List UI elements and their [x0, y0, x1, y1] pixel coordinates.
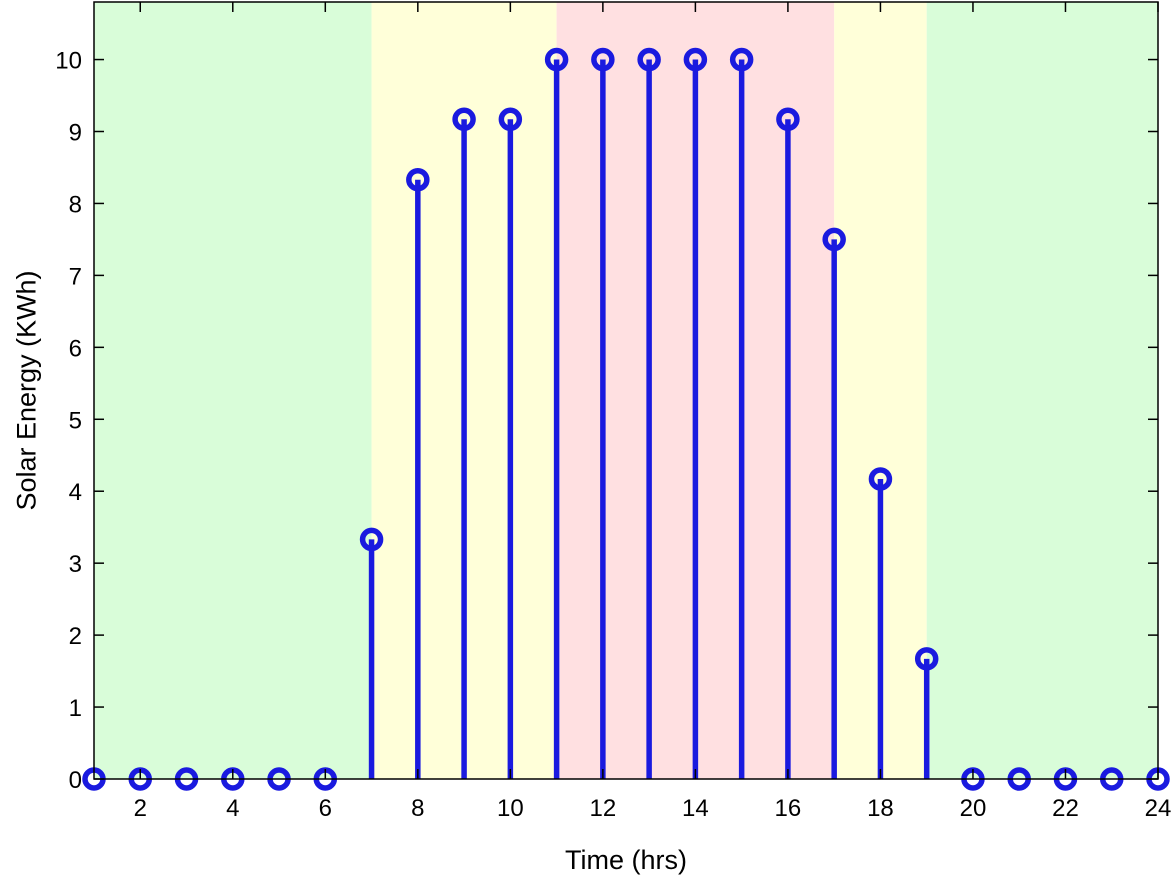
- y-tick-label: 6: [69, 335, 82, 362]
- y-tick-label: 7: [69, 263, 82, 290]
- stem-marker-16: [776, 107, 800, 132]
- y-axis-title: Solar Energy (KWh): [11, 270, 41, 510]
- y-tick-label: 4: [69, 479, 82, 506]
- y-tick-label: 1: [69, 695, 82, 722]
- background-band-5: [926, 2, 1158, 779]
- y-tick-label: 9: [69, 120, 82, 147]
- x-tick-label: 8: [411, 795, 424, 822]
- stem-marker-10: [498, 107, 523, 132]
- x-axis-ticks: 2 4 6 8 10 12 14 16 18 20 22 24: [134, 2, 1172, 822]
- background-band-1: [94, 2, 372, 779]
- stem-marker-15: [729, 47, 754, 72]
- background-bands: [94, 2, 1158, 779]
- x-axis-title: Time (hrs): [565, 845, 687, 875]
- x-tick-label: 14: [682, 795, 709, 822]
- y-tick-label: 5: [69, 407, 82, 434]
- x-tick-label: 12: [590, 795, 617, 822]
- x-tick-label: 10: [497, 795, 524, 822]
- stem-marker-18: [868, 467, 893, 491]
- x-tick-label: 4: [226, 795, 239, 822]
- y-tick-label: 0: [69, 767, 82, 794]
- stem-marker-8: [406, 167, 430, 192]
- x-tick-label: 18: [867, 795, 894, 822]
- x-tick-label: 6: [319, 795, 332, 822]
- stem-marker-17: [822, 227, 846, 252]
- y-tick-label: 3: [69, 551, 82, 578]
- stem-marker-14: [683, 47, 708, 72]
- stem-marker-13: [637, 47, 661, 72]
- x-tick-label: 22: [1052, 795, 1079, 822]
- stem-series: [82, 47, 1170, 791]
- stem-marker-12: [591, 47, 615, 72]
- y-tick-label: 2: [69, 623, 82, 650]
- plot-frame: [93, 1, 1159, 780]
- stem-marker-9: [452, 107, 476, 132]
- stem-marker-19: [914, 647, 939, 671]
- x-tick-label: 2: [134, 795, 147, 822]
- x-tick-label: 16: [775, 795, 802, 822]
- stem-marker-11: [544, 47, 569, 72]
- x-tick-label: 24: [1145, 795, 1172, 822]
- y-tick-label: 10: [55, 48, 82, 75]
- y-tick-label: 8: [69, 191, 82, 218]
- x-tick-label: 20: [960, 795, 987, 822]
- y-axis-ticks: 0 1 2 3 4 5 6 7 8 9 10: [55, 48, 1158, 794]
- stem-marker-7: [359, 527, 384, 552]
